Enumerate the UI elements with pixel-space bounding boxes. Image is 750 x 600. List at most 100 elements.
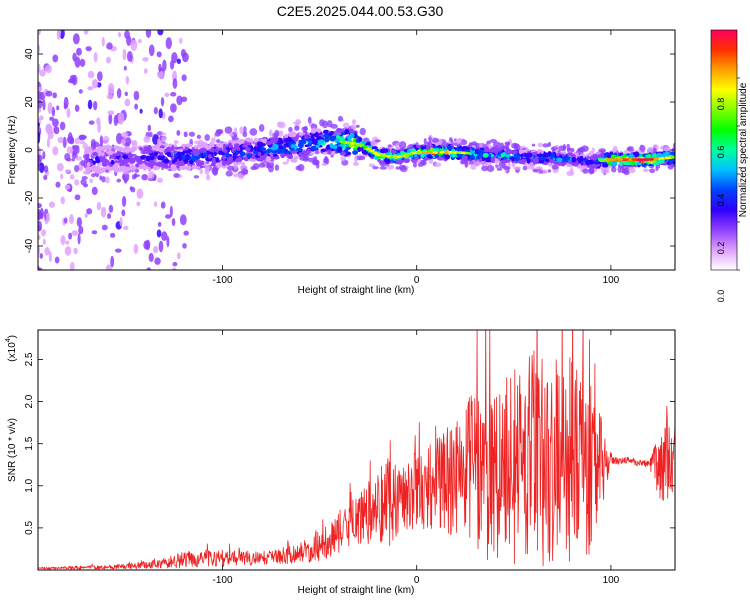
ridge-cell: [174, 146, 180, 150]
ridge-cell: [249, 146, 254, 152]
noise-cell: [164, 214, 172, 219]
halo-cell: [628, 167, 636, 174]
halo-cell: [242, 131, 248, 138]
ridge-cell: [610, 161, 618, 167]
ridge-cell: [385, 158, 391, 165]
ridge-cell: [526, 157, 531, 164]
noise-cell: [157, 221, 162, 227]
halo-cell: [290, 158, 298, 163]
halo-cell: [226, 165, 235, 171]
halo-cell: [282, 161, 289, 165]
ridge-cell: [631, 159, 635, 166]
noise-cell: [123, 225, 129, 231]
halo-cell: [311, 159, 320, 166]
halo-cell: [455, 138, 462, 144]
halo-cell: [527, 163, 533, 170]
ridge-cell: [348, 144, 354, 148]
ridge-cell: [513, 153, 520, 158]
ridge-cell: [432, 148, 437, 152]
ridge-cell: [119, 162, 125, 167]
ridge-cell: [173, 150, 177, 155]
noise-cell: [64, 246, 72, 256]
noise-cell: [42, 238, 46, 246]
noise-cell: [166, 235, 170, 248]
noise-cell: [136, 201, 141, 207]
noise-cell: [123, 65, 127, 71]
ridge-cell: [101, 161, 108, 167]
ridge-cell: [119, 165, 126, 171]
ridge-cell: [130, 146, 138, 152]
ridge-cell: [241, 140, 245, 144]
noise-cell: [147, 124, 152, 132]
ridge-cell: [483, 148, 490, 153]
ridge-core: [660, 157, 665, 160]
ridge-cell: [476, 155, 481, 160]
y-tick-label: -20: [24, 190, 35, 205]
halo-cell: [66, 146, 73, 155]
ridge-cell: [309, 152, 314, 156]
y-tick-label: 1.0: [24, 478, 35, 492]
ridge-core: [404, 153, 409, 157]
ridge-core: [623, 158, 629, 161]
ridge-cell: [490, 146, 498, 153]
halo-cell: [101, 176, 106, 183]
halo-cell: [399, 141, 407, 150]
ridge-cell: [217, 150, 223, 155]
ridge-cell: [337, 128, 345, 132]
noise-cell: [180, 48, 186, 58]
ridge-cell: [229, 159, 234, 164]
halo-cell: [372, 166, 379, 170]
ridge-cell: [221, 154, 226, 161]
ridge-cell: [265, 156, 271, 161]
halo-cell: [646, 146, 655, 154]
halo-cell: [551, 164, 559, 170]
ridge-cell: [188, 160, 194, 165]
noise-cell: [99, 135, 104, 147]
halo-cell: [321, 162, 327, 166]
ridge-cell: [244, 146, 251, 152]
ridge-cell: [409, 154, 414, 158]
ridge-cell: [102, 167, 106, 172]
ridge-cell: [122, 154, 128, 160]
noise-cell: [38, 30, 41, 36]
noise-cell: [125, 75, 130, 85]
snr-multiplier-exponent: 4: [5, 338, 12, 342]
ridge-cell: [391, 149, 397, 154]
ridge-cell: [349, 132, 355, 139]
ridge-cell: [110, 166, 116, 171]
noise-cell: [38, 63, 41, 73]
snr-frame: [37, 329, 676, 571]
halo-cell: [249, 128, 258, 136]
noise-cell: [171, 267, 177, 270]
ridge-cell: [377, 159, 382, 163]
noise-cell: [170, 92, 177, 97]
halo-cell: [74, 164, 80, 173]
ridge-cell: [575, 153, 580, 157]
noise-cell: [108, 113, 113, 125]
halo-cell: [532, 169, 539, 173]
noise-cell: [105, 264, 112, 270]
noise-cell: [38, 208, 42, 220]
halo-cell: [588, 166, 594, 173]
noise-cell: [54, 256, 60, 264]
noise-cell: [73, 247, 78, 255]
noise-cell: [158, 108, 163, 119]
noise-cell: [148, 44, 155, 57]
noise-cell: [145, 239, 151, 251]
noise-cell: [39, 253, 43, 259]
halo-cell: [542, 143, 550, 148]
noise-cell: [77, 233, 81, 245]
ridge-cell: [382, 148, 389, 153]
noise-cell: [38, 163, 41, 171]
halo-cell: [566, 147, 575, 153]
ridge-core: [408, 152, 413, 156]
ridge-core: [385, 154, 391, 158]
noise-cell: [96, 201, 102, 211]
halo-cell: [600, 167, 609, 174]
ridge-cell: [449, 153, 453, 157]
noise-cell: [183, 230, 189, 236]
ridge-core: [362, 145, 368, 149]
ridge-cell: [176, 164, 180, 169]
noise-cell: [74, 104, 80, 112]
y-tick-label: 1.5: [24, 436, 35, 450]
